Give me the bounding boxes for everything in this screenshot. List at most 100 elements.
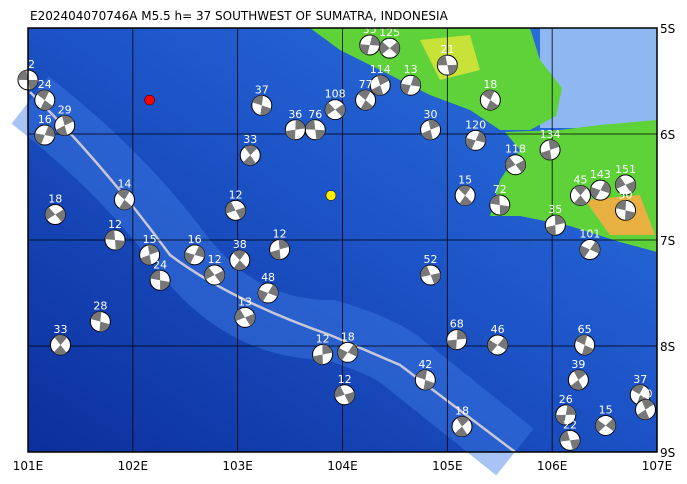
focal-mechanism bbox=[257, 282, 279, 304]
lat-label: 6S bbox=[660, 128, 675, 142]
focal-mechanism bbox=[414, 369, 436, 391]
depth-label: 30 bbox=[424, 108, 438, 121]
focal-mechanism bbox=[569, 184, 591, 206]
focal-mechanism bbox=[559, 429, 581, 451]
focal-mechanism bbox=[34, 124, 56, 146]
depth-label: 37 bbox=[255, 83, 269, 96]
focal-mechanism bbox=[479, 89, 501, 111]
compression bbox=[540, 139, 560, 160]
focal-mechanism bbox=[113, 189, 135, 211]
focal-mechanism bbox=[379, 37, 401, 59]
compression bbox=[560, 430, 580, 450]
compression bbox=[379, 41, 400, 55]
compression bbox=[579, 241, 600, 258]
depth-label: 125 bbox=[379, 26, 400, 39]
compression bbox=[615, 176, 636, 194]
compression bbox=[337, 344, 358, 361]
lon-label: 107E bbox=[642, 459, 673, 473]
compression bbox=[258, 284, 279, 302]
lat-label: 7S bbox=[660, 234, 675, 248]
compression bbox=[400, 75, 421, 95]
compression bbox=[232, 250, 247, 271]
compression bbox=[36, 90, 53, 111]
focal-mechanism bbox=[567, 369, 589, 391]
focal-mechanism bbox=[487, 334, 509, 356]
trench bbox=[29, 91, 516, 453]
focal-mechanism bbox=[89, 311, 111, 333]
focal-mechanism bbox=[204, 264, 226, 286]
compression bbox=[437, 55, 458, 75]
lat-label: 9S bbox=[660, 446, 675, 460]
frame bbox=[27, 27, 658, 453]
focal-mechanism bbox=[544, 214, 566, 236]
focal-mechanism bbox=[504, 154, 526, 176]
depth-label: 143 bbox=[590, 168, 611, 181]
depth-label: 22 bbox=[563, 418, 577, 431]
depth-label: 18 bbox=[341, 330, 355, 343]
depth-label: 38 bbox=[233, 238, 247, 251]
depth-label: 29 bbox=[58, 104, 72, 117]
depth-label: 15 bbox=[143, 233, 157, 246]
compression bbox=[225, 201, 246, 220]
highlight-event bbox=[144, 94, 155, 106]
compression bbox=[555, 405, 576, 425]
java-sea bbox=[540, 28, 657, 128]
depth-label: 12 bbox=[273, 228, 287, 241]
focal-mechanism bbox=[149, 269, 171, 291]
compression bbox=[305, 119, 326, 140]
compression bbox=[487, 337, 508, 353]
depth-label: 24 bbox=[38, 78, 52, 91]
focal-mechanism bbox=[334, 384, 356, 406]
depth-label: 18 bbox=[483, 78, 497, 91]
focal-mechanism bbox=[489, 194, 511, 216]
compression bbox=[458, 185, 473, 206]
depth-label: 65 bbox=[578, 323, 592, 336]
compression bbox=[150, 270, 170, 291]
compression bbox=[184, 245, 205, 264]
depth-label: 42 bbox=[418, 358, 432, 371]
focal-mechanism bbox=[234, 306, 256, 328]
depth-label: 35 bbox=[363, 23, 377, 36]
depth-label: 12 bbox=[108, 218, 122, 231]
focal-mechanism bbox=[269, 239, 291, 261]
focal-mechanism bbox=[595, 415, 617, 436]
focal-mechanism bbox=[359, 34, 381, 56]
compression bbox=[34, 125, 55, 145]
focal-mechanism bbox=[304, 119, 326, 141]
focal-mechanism bbox=[436, 54, 458, 76]
depth-label: 12 bbox=[338, 373, 352, 386]
lat-label: 8S bbox=[660, 340, 675, 354]
compression bbox=[252, 95, 272, 116]
depth-label: 16 bbox=[38, 113, 52, 126]
lon-label: 104E bbox=[327, 459, 358, 473]
focal-mechanism bbox=[574, 334, 596, 356]
compression bbox=[45, 207, 66, 222]
focal-mechanism bbox=[312, 343, 334, 365]
compression bbox=[421, 119, 440, 140]
lon-label: 106E bbox=[537, 459, 568, 473]
compression bbox=[575, 334, 594, 355]
depth-label: 36 bbox=[288, 108, 302, 121]
depth-label: 12 bbox=[229, 188, 243, 201]
compression bbox=[105, 230, 125, 250]
shelf bbox=[11, 76, 534, 476]
compression bbox=[505, 156, 526, 173]
focal-mechanism bbox=[420, 119, 442, 141]
focal-mechanism bbox=[34, 89, 56, 111]
depth-label: 39 bbox=[571, 358, 585, 371]
compression bbox=[590, 181, 611, 199]
depth-label: 45 bbox=[573, 173, 587, 186]
compression bbox=[420, 265, 441, 285]
depth-label: 28 bbox=[93, 300, 107, 313]
depth-label: 46 bbox=[491, 323, 505, 336]
depth-label: 68 bbox=[450, 318, 464, 331]
depth-label: 101 bbox=[579, 228, 600, 241]
compression bbox=[595, 418, 616, 433]
compression bbox=[204, 267, 225, 283]
compression bbox=[489, 195, 510, 215]
focal-mechanism bbox=[184, 244, 206, 266]
compression bbox=[415, 369, 435, 390]
compression bbox=[312, 344, 333, 365]
